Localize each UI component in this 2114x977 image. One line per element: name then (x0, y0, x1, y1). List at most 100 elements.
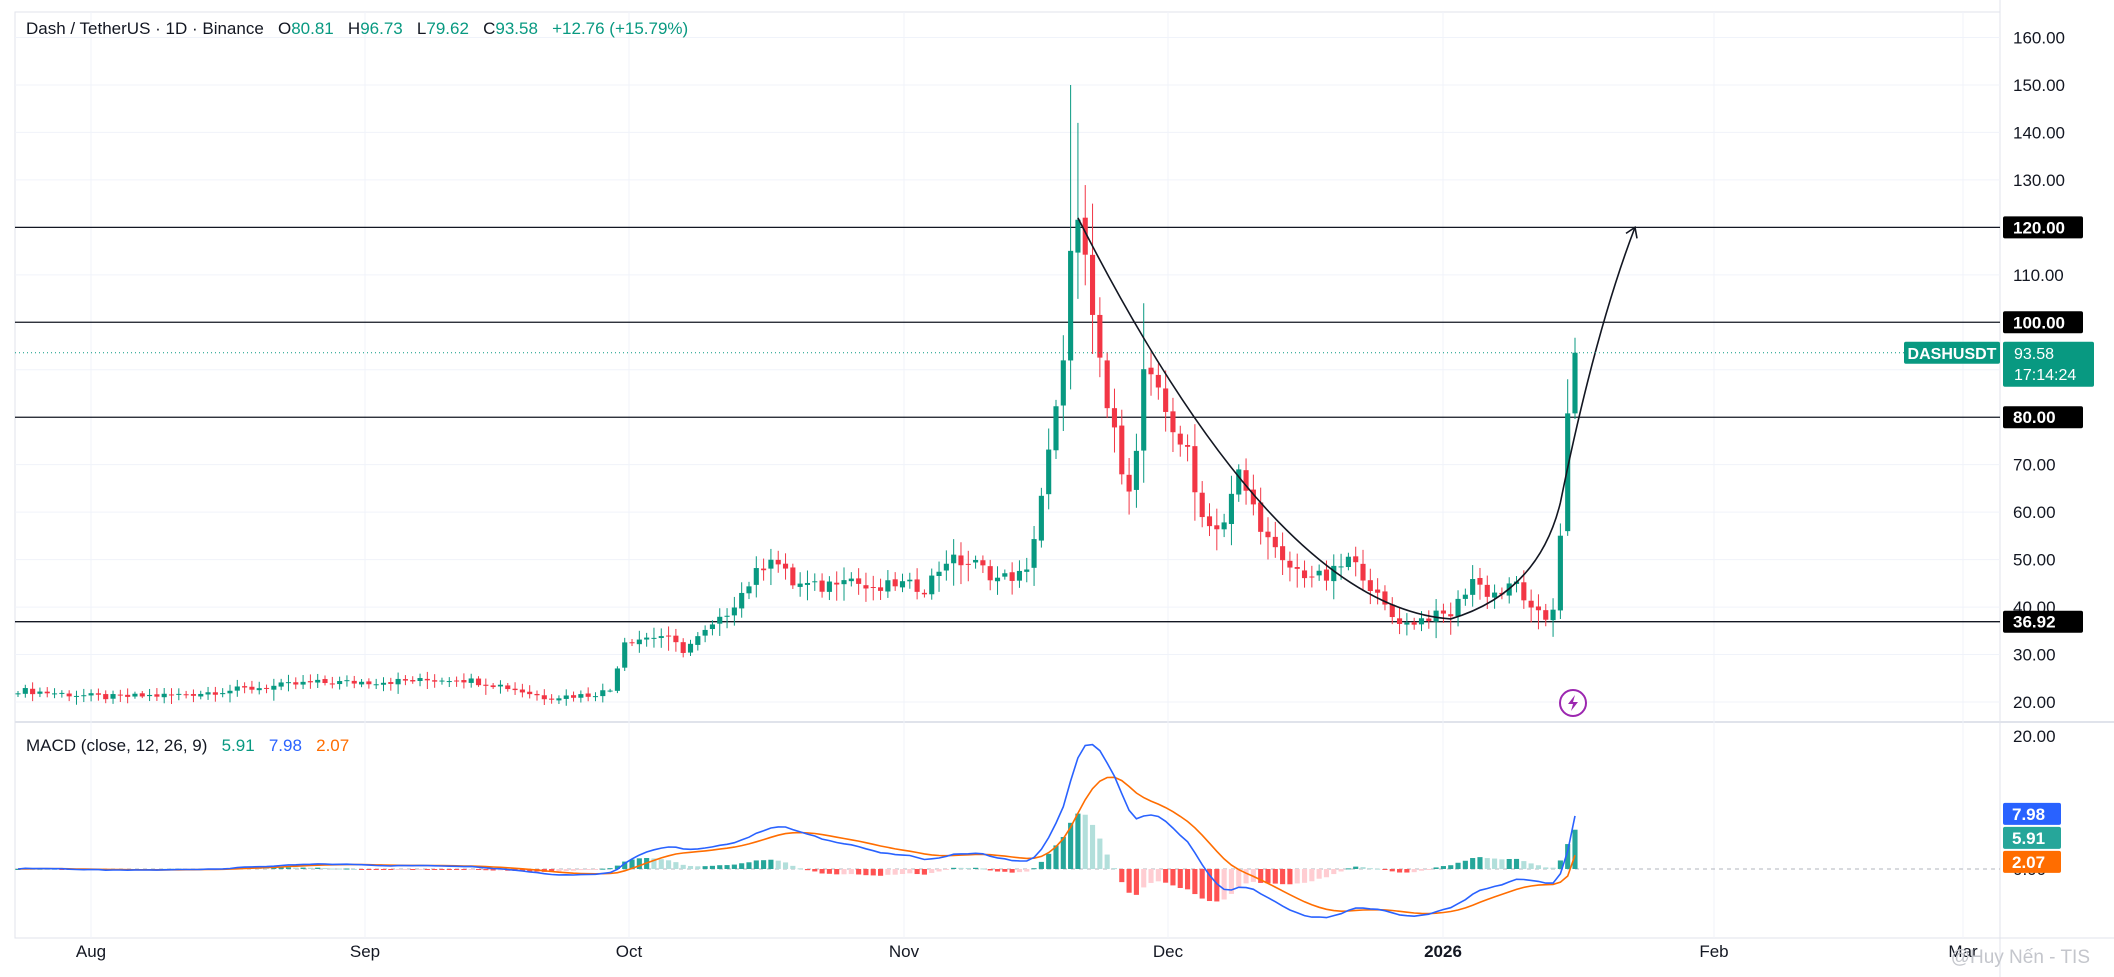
candle (848, 572, 854, 587)
candle-body (607, 690, 613, 692)
candle (1170, 397, 1176, 453)
candle-body (965, 563, 971, 565)
candle-body (439, 680, 445, 682)
candle-body (644, 637, 650, 640)
candle (936, 561, 942, 592)
candle (359, 679, 365, 688)
candle (110, 690, 116, 704)
candle (139, 691, 145, 699)
symbol-title[interactable]: Dash / TetherUS · 1D · Binance (26, 19, 264, 38)
candle (483, 678, 489, 695)
macd-title[interactable]: MACD (close, 12, 26, 9) (26, 736, 208, 755)
candle-body (907, 579, 913, 582)
candle-body (212, 692, 218, 695)
macd-hist-bar (1002, 869, 1008, 872)
macd-hist-bar (746, 862, 752, 869)
candle (658, 628, 664, 648)
macd-legend[interactable]: MACD (close, 12, 26, 9) 5.91 7.98 2.07 (26, 736, 349, 756)
candle-body (366, 681, 372, 685)
macd-hist-bar (549, 869, 555, 872)
macd-hist-bar (1331, 869, 1337, 875)
candle-body (395, 678, 401, 685)
candle-body (629, 642, 635, 644)
macd-hist-bar (680, 864, 686, 869)
symbol-legend[interactable]: Dash / TetherUS · 1D · Binance O80.81 H9… (26, 19, 688, 39)
candle-body (1397, 618, 1403, 624)
macd-hist-bar (263, 867, 270, 869)
candle-body (1367, 580, 1373, 592)
macd-hist-bar (1163, 869, 1169, 883)
candle (1294, 553, 1300, 588)
candle-body (234, 686, 240, 691)
macd-hist-bar (899, 869, 906, 875)
candle (249, 680, 255, 694)
macd-hist-bar (1528, 863, 1534, 869)
candle-body (44, 691, 50, 694)
macd-hist-bar (337, 868, 343, 870)
level-badge-label: 120.00 (2013, 218, 2065, 237)
candle-body (51, 693, 58, 695)
candle (885, 570, 891, 598)
candle-body (651, 637, 657, 639)
candle (1009, 562, 1015, 595)
candle-body (329, 683, 335, 685)
candle (220, 688, 226, 698)
macd-hist-bar (1133, 869, 1139, 895)
macd-hist-bar (1024, 869, 1030, 872)
candle (768, 548, 774, 586)
candle-body (1046, 449, 1052, 495)
candle (1360, 549, 1366, 592)
macd-hist-bar (1060, 837, 1066, 869)
macd-hist-bar (1104, 854, 1110, 869)
candle (1301, 560, 1308, 588)
candle-body (921, 592, 927, 595)
candle-body (512, 688, 518, 691)
candle (227, 684, 233, 703)
candle-body (614, 668, 620, 691)
macd-hist-bar (1185, 869, 1191, 890)
last-price-value: 93.58 (2014, 346, 2054, 363)
candle-body (527, 691, 533, 695)
candle-body (293, 682, 299, 685)
candle-body (263, 687, 270, 689)
candle (51, 688, 58, 699)
time-axis[interactable]: Aug Sep Oct Nov Dec 2026 Feb Mar (76, 942, 1978, 961)
candle-body (1206, 516, 1213, 527)
macd-hist-bar (870, 869, 876, 876)
macd-hist-bar (1053, 845, 1059, 869)
price-axis[interactable]: 160.00 150.00 140.00 130.00 110.00 70.00 60.00… (2003, 29, 2083, 880)
macd-hist-bar (519, 869, 525, 872)
candle (1097, 297, 1103, 378)
candle-body (402, 679, 408, 681)
candle-body (242, 686, 248, 688)
macd-hist-bar (1294, 869, 1300, 884)
macd-hist-bar (483, 869, 489, 871)
last-price-badge (2003, 341, 2094, 387)
macd-hist-bar (424, 869, 430, 870)
candle (1236, 464, 1242, 502)
candle-body (505, 685, 511, 690)
candle-body (994, 577, 1001, 582)
candle (1389, 597, 1395, 625)
candle-body (256, 688, 262, 691)
candle-body (483, 684, 489, 686)
macd-hist-bar (417, 869, 423, 870)
candle (1206, 503, 1213, 537)
candle-body (1221, 522, 1227, 530)
candle (666, 626, 672, 651)
candle-body (1009, 572, 1015, 581)
candle (454, 676, 460, 687)
candles (15, 84, 1578, 706)
candle (1089, 203, 1096, 354)
macd-hist-bar (1228, 869, 1234, 894)
candle (322, 675, 328, 686)
macd-hist-bar (1572, 829, 1578, 869)
candle (1258, 487, 1264, 545)
price-tick-label: 30.00 (2013, 646, 2056, 665)
macd-hist-bar (1068, 822, 1074, 869)
macd-hist-bar (432, 869, 438, 870)
candle (37, 687, 43, 698)
candle (921, 589, 927, 598)
macd-hist-bar (278, 867, 284, 869)
